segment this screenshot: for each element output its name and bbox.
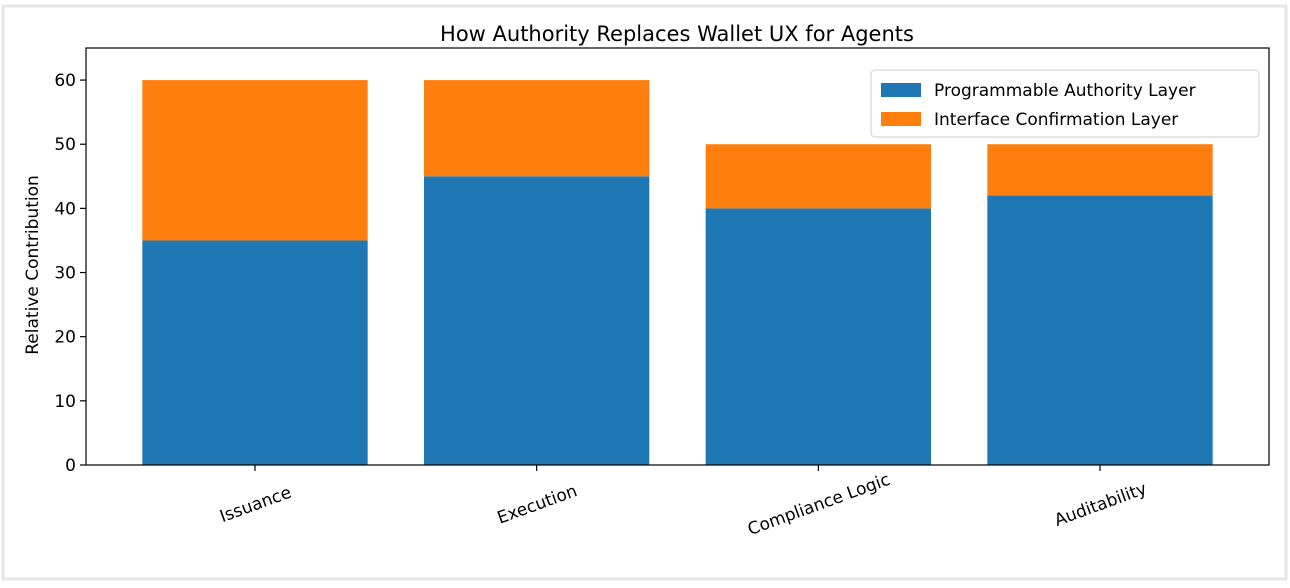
x-tick-label: Auditability	[1052, 479, 1150, 531]
bar	[705, 144, 931, 209]
legend-swatch	[881, 112, 921, 126]
legend-swatch	[881, 83, 921, 97]
y-tick-label: 40	[54, 199, 76, 219]
y-tick-label: 0	[65, 456, 76, 476]
y-tick-label: 10	[54, 392, 76, 412]
bar	[705, 208, 931, 465]
bar	[142, 80, 368, 241]
frame	[1, 4, 1288, 581]
legend-label: Programmable Authority Layer	[934, 81, 1196, 101]
x-tick-label: Compliance Logic	[745, 470, 893, 540]
y-tick-label: 50	[54, 135, 76, 155]
chart-title: How Authority Replaces Wallet UX for Age…	[440, 22, 914, 46]
y-axis-label: Relative Contribution	[23, 175, 43, 355]
bar	[987, 195, 1213, 466]
x-tick-label: Issuance	[217, 483, 294, 527]
bar	[987, 144, 1213, 196]
y-tick-label: 20	[54, 328, 76, 348]
bar	[424, 80, 650, 177]
axes-frame	[85, 47, 1270, 466]
x-tick-label: Execution	[495, 481, 580, 528]
bar	[142, 240, 368, 465]
bar	[424, 176, 650, 466]
legend-box	[870, 69, 1260, 138]
y-tick-label: 30	[54, 264, 76, 284]
legend-label: Interface Confirmation Layer	[934, 110, 1178, 130]
y-tick-label: 60	[54, 71, 76, 91]
